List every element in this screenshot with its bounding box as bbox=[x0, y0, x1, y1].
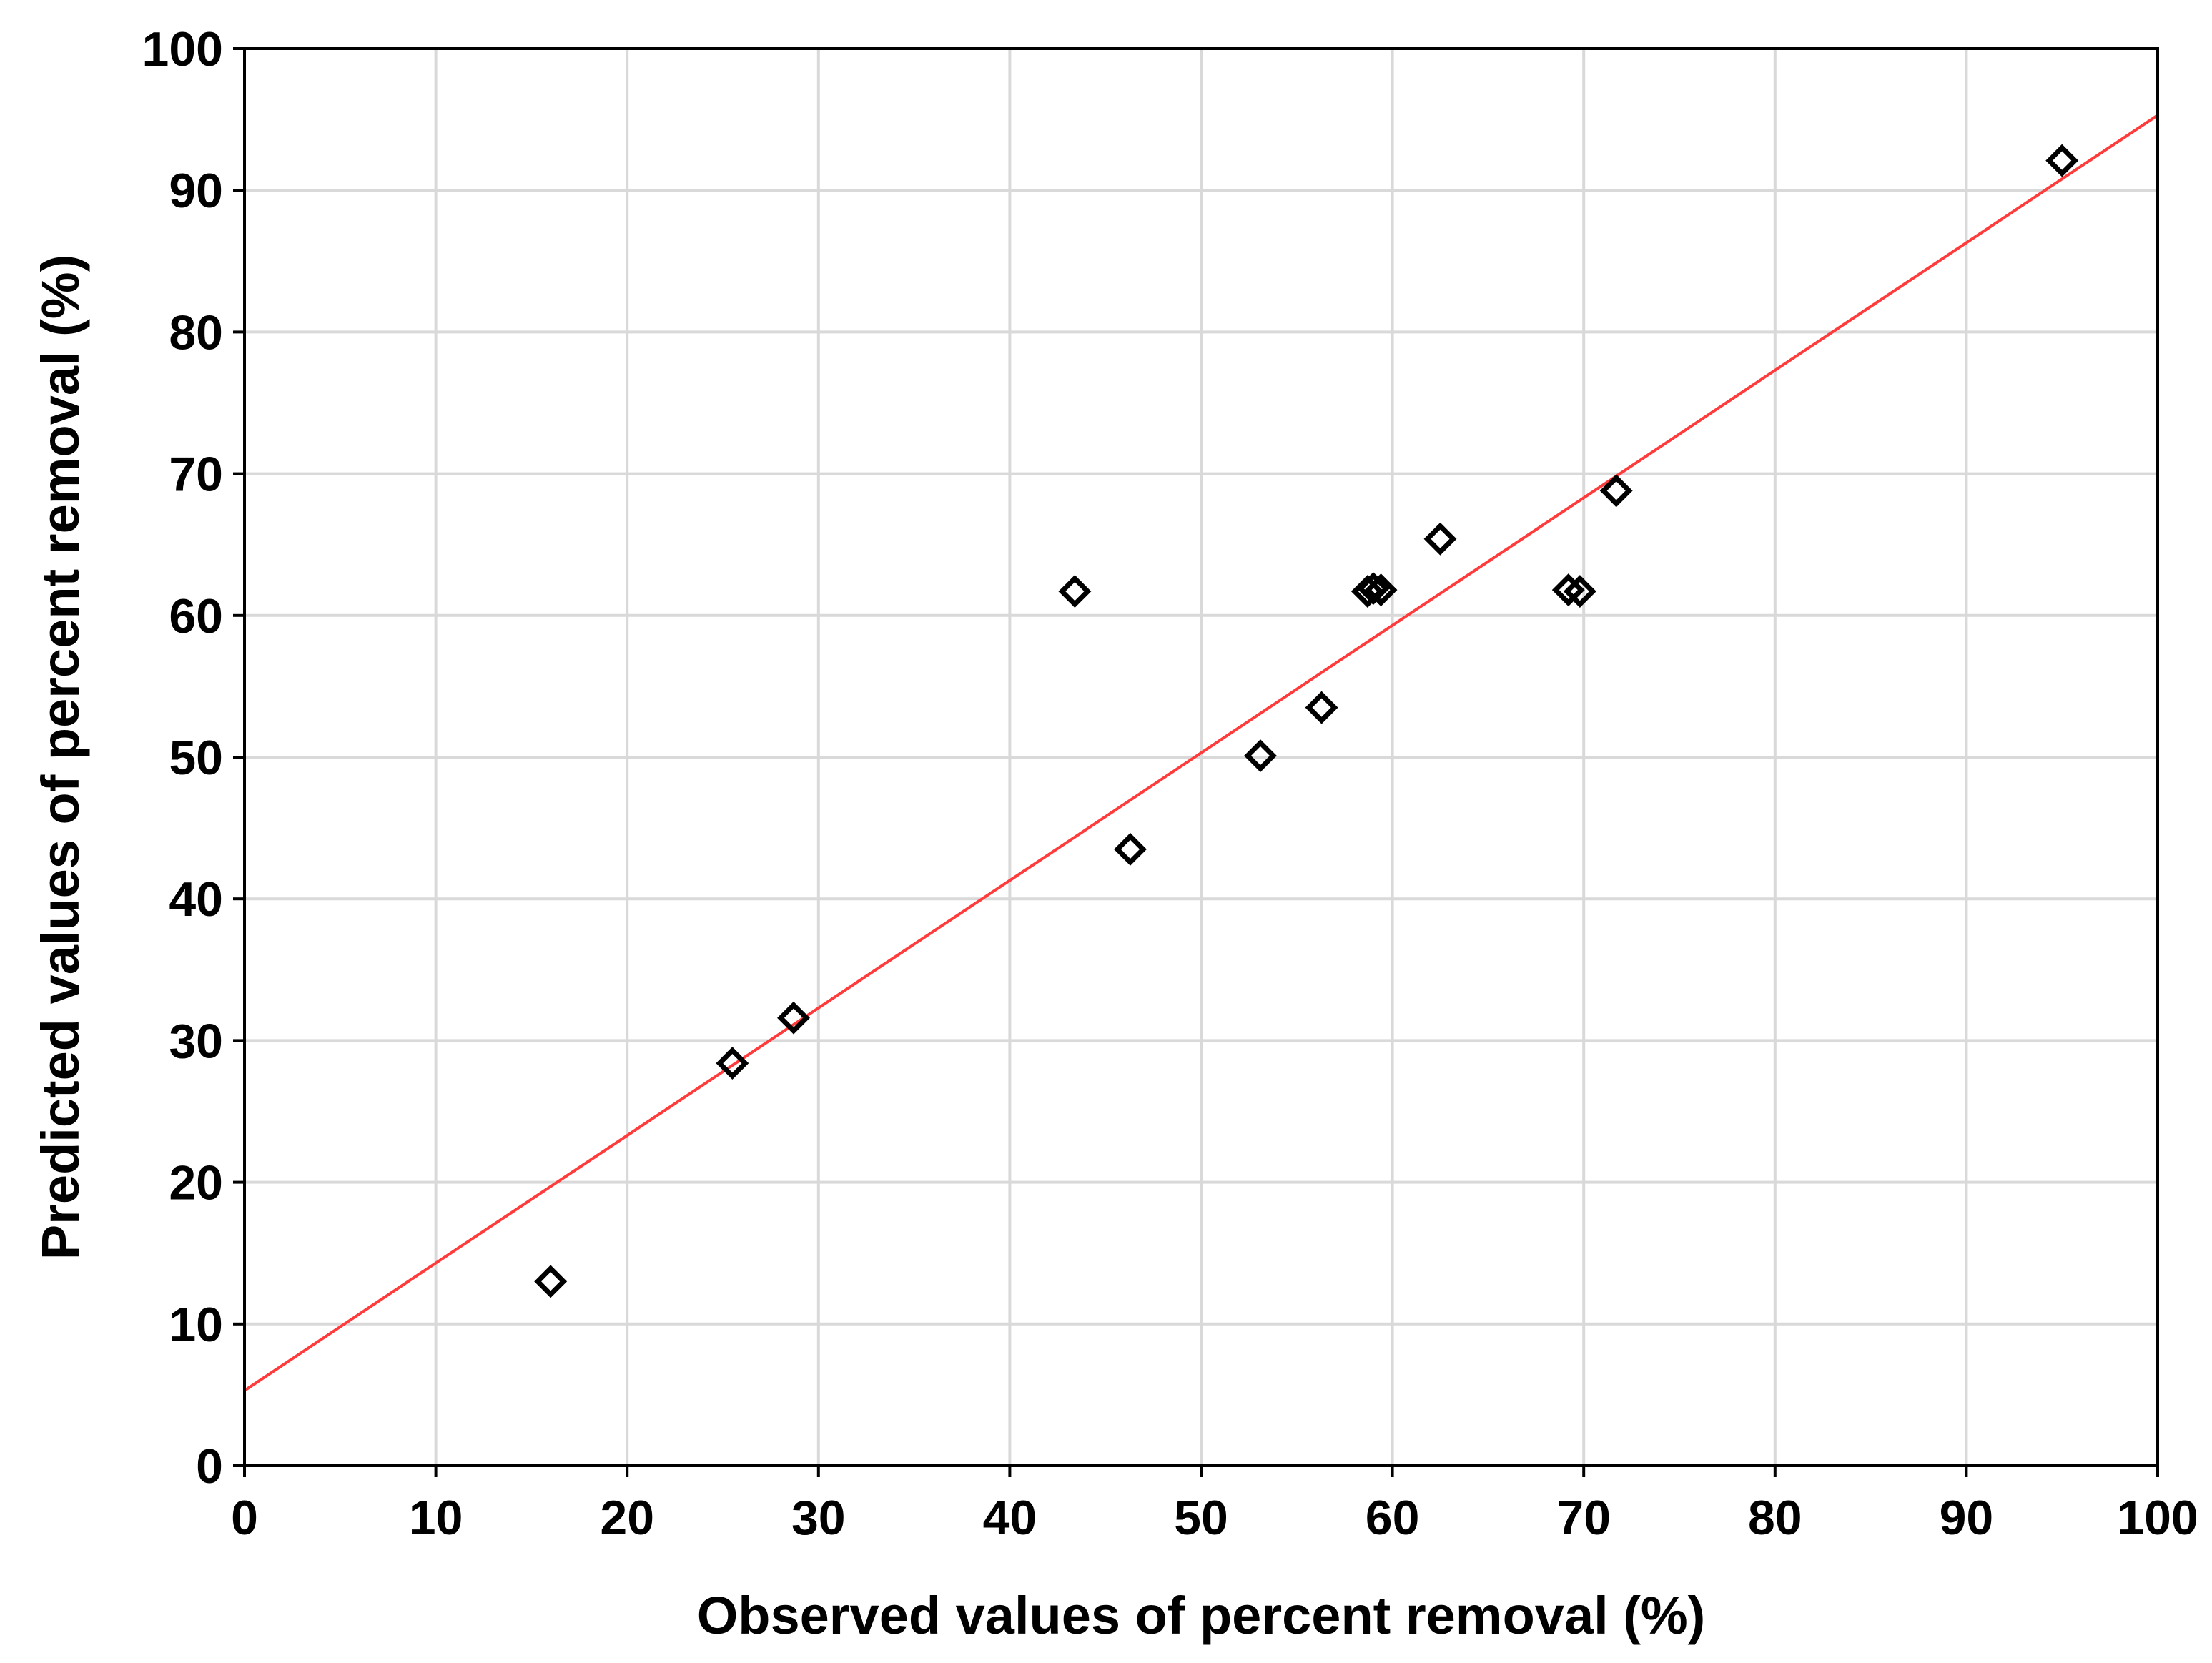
x-tick-label: 60 bbox=[1366, 1491, 1420, 1545]
x-tick-label: 30 bbox=[791, 1491, 846, 1545]
x-tick-label: 50 bbox=[1174, 1491, 1228, 1545]
x-tick-label: 70 bbox=[1556, 1491, 1611, 1545]
data-point bbox=[1114, 832, 1147, 866]
y-axis-label: Predicted values of percent removal (%) bbox=[31, 255, 90, 1260]
y-tick-label: 10 bbox=[169, 1298, 223, 1352]
y-tick-label: 90 bbox=[169, 164, 223, 218]
regression-line bbox=[243, 114, 2159, 1392]
data-point bbox=[1058, 575, 1092, 608]
data-point bbox=[716, 1047, 749, 1080]
data-point bbox=[1563, 575, 1596, 608]
data-point bbox=[1244, 739, 1277, 772]
y-tick-label: 0 bbox=[196, 1439, 223, 1494]
x-tick-label: 0 bbox=[231, 1491, 258, 1545]
x-tick-label: 20 bbox=[600, 1491, 654, 1545]
data-point bbox=[1599, 474, 1633, 508]
data-point bbox=[1356, 572, 1390, 606]
y-axis-ticks: 0 10 20 30 40 50 60 70 80 90 100 bbox=[142, 22, 245, 1494]
gridlines bbox=[245, 49, 2158, 1466]
y-tick-label: 60 bbox=[169, 589, 223, 643]
x-tick-label: 100 bbox=[2117, 1491, 2198, 1545]
data-point bbox=[1423, 522, 1457, 556]
y-tick-label: 40 bbox=[169, 872, 223, 927]
x-axis-ticks: 0 10 20 30 40 50 60 70 80 90 100 bbox=[231, 1466, 2198, 1545]
y-tick-label: 100 bbox=[142, 22, 223, 77]
y-tick-label: 20 bbox=[169, 1156, 223, 1210]
x-tick-label: 10 bbox=[409, 1491, 463, 1545]
y-tick-label: 70 bbox=[169, 448, 223, 502]
y-tick-label: 80 bbox=[169, 305, 223, 360]
y-tick-label: 30 bbox=[169, 1014, 223, 1068]
data-points bbox=[534, 144, 2079, 1298]
x-axis-label: Observed values of percent removal (%) bbox=[697, 1586, 1706, 1645]
x-tick-label: 90 bbox=[1940, 1491, 1994, 1545]
data-point bbox=[1305, 691, 1338, 724]
regression-line-group bbox=[243, 114, 2159, 1392]
data-point bbox=[534, 1265, 568, 1298]
y-tick-label: 50 bbox=[169, 731, 223, 785]
x-tick-label: 80 bbox=[1748, 1491, 1802, 1545]
data-point bbox=[2045, 144, 2079, 177]
data-point bbox=[1364, 573, 1398, 607]
data-point bbox=[1551, 573, 1585, 607]
x-tick-label: 40 bbox=[983, 1491, 1037, 1545]
data-point bbox=[777, 1001, 810, 1035]
